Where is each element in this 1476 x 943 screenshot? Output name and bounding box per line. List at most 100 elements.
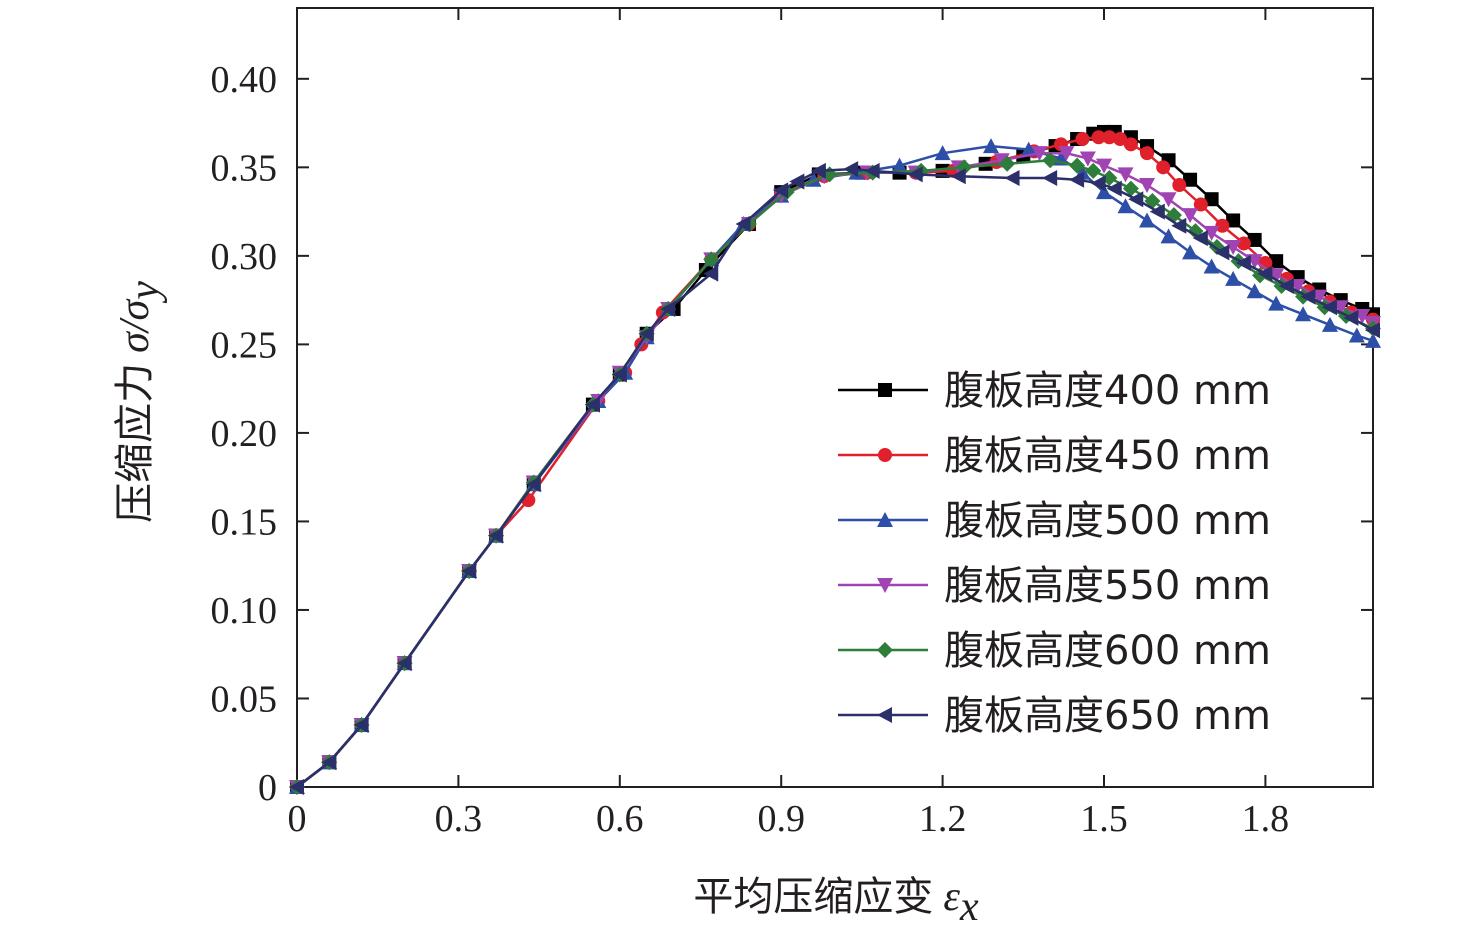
legend-item: 腹板高度600 mm (838, 628, 1271, 674)
data-point (789, 173, 805, 190)
data-point (1149, 203, 1165, 220)
data-point (735, 215, 751, 232)
x-tick-label: 1.5 (1080, 798, 1128, 840)
plot-area-border (296, 7, 1374, 788)
data-point (907, 166, 923, 183)
data-point (1365, 332, 1381, 348)
data-point (1193, 197, 1208, 212)
data-point (1278, 277, 1294, 294)
data-point (1247, 232, 1262, 247)
data-point (1257, 265, 1273, 282)
data-point (1123, 137, 1138, 152)
data-point (1069, 157, 1086, 174)
data-point (1139, 212, 1156, 228)
data-point (660, 300, 676, 317)
legend-marker (877, 642, 893, 658)
data-point (353, 717, 369, 734)
series-layer (289, 124, 1381, 795)
legend-marker (877, 707, 892, 723)
data-point (1203, 258, 1220, 274)
data-point (1203, 225, 1220, 241)
y-tick-label: 0.35 (211, 147, 278, 189)
data-point (993, 153, 1010, 169)
legend-marker (877, 512, 893, 527)
data-point (1269, 254, 1284, 269)
data-point (1182, 208, 1199, 224)
data-point (638, 325, 654, 342)
data-point (1300, 288, 1316, 305)
data-point (1215, 218, 1230, 233)
legend-item: 腹板高度650 mm (838, 693, 1271, 739)
data-point (1225, 270, 1242, 286)
legend-item: 腹板高度500 mm (838, 498, 1271, 544)
data-point (1183, 172, 1198, 187)
data-point (810, 162, 826, 179)
data-point (1042, 152, 1059, 169)
legend-item: 腹板高度400 mm (838, 368, 1271, 414)
data-point (1268, 295, 1285, 311)
legend-item: 腹板高度550 mm (838, 563, 1271, 609)
data-point (461, 563, 477, 580)
legend-label: 腹板高度500 mm (944, 498, 1271, 544)
data-point (1225, 240, 1242, 256)
x-tick-label: 1.8 (1242, 798, 1290, 840)
data-point (1031, 146, 1048, 162)
data-point (1246, 283, 1263, 299)
data-point (950, 168, 966, 185)
x-axis-title-text: 平均压缩应变 (693, 874, 933, 920)
data-point (1096, 184, 1112, 200)
x-axis-title-symbol: ε (943, 874, 960, 920)
data-point (584, 396, 600, 413)
data-point (1365, 322, 1380, 339)
y-tick-label: 0.40 (211, 59, 278, 101)
y-axis: 0 0.05 0.10 0.15 0.20 0.25 0.30 0.35 0.40 (211, 59, 1373, 809)
y-axis-title-symbol: σ/σ (112, 298, 158, 353)
data-point (1075, 132, 1090, 147)
y-tick-label: 0.10 (211, 590, 278, 632)
legend-marker (878, 448, 892, 462)
x-tick-label: 0.6 (596, 798, 644, 840)
data-point (1113, 132, 1128, 147)
y-axis-title-text: 压缩应力 (112, 363, 158, 523)
data-point (1117, 198, 1134, 214)
y-tick-label: 0.05 (211, 678, 278, 720)
data-point (1090, 175, 1106, 192)
data-point (1192, 230, 1208, 247)
data-point (1117, 167, 1134, 183)
y-tick-label: 0.30 (211, 236, 278, 278)
data-point (525, 476, 541, 493)
data-point (1128, 191, 1144, 208)
y-tick-label: 0.20 (211, 413, 278, 455)
data-point (1182, 244, 1199, 260)
data-point (1171, 217, 1187, 234)
data-point (1069, 171, 1085, 188)
legend-label: 腹板高度450 mm (944, 433, 1271, 479)
legend-label: 腹板高度400 mm (944, 368, 1271, 414)
data-point (1106, 180, 1122, 197)
legend-label: 腹板高度600 mm (944, 628, 1271, 674)
data-point (289, 779, 304, 795)
data-point (864, 162, 880, 179)
data-point (1160, 228, 1177, 244)
series-6 (289, 161, 1380, 795)
x-axis-title-subscript: x (959, 884, 979, 930)
data-point (1226, 213, 1241, 228)
data-point (321, 754, 337, 771)
x-tick-label: 0.3 (435, 798, 483, 840)
data-point (773, 182, 789, 199)
data-point (1079, 151, 1096, 167)
legend-label: 腹板高度650 mm (944, 693, 1271, 739)
data-point (1156, 160, 1171, 175)
data-point (983, 138, 1000, 154)
data-point (1214, 244, 1230, 261)
data-point (1235, 254, 1251, 271)
data-point (396, 655, 412, 672)
legend-marker (878, 383, 892, 397)
data-point (1020, 141, 1037, 157)
x-tick-label: 0 (288, 798, 307, 840)
data-point (1160, 192, 1177, 208)
data-point (1004, 169, 1020, 186)
legend: 腹板高度400 mm 腹板高度450 mm 腹板高度500 mm 腹板高度550 mm… (838, 368, 1271, 739)
data-point (1204, 192, 1219, 207)
